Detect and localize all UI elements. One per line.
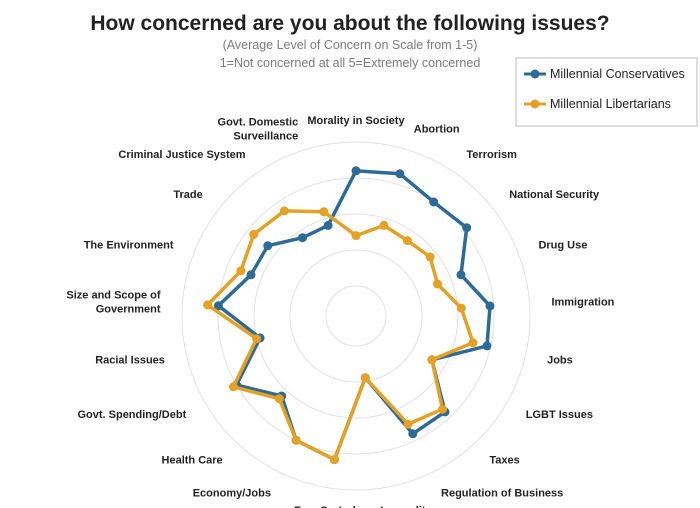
category-label: Economy/Jobs <box>193 488 271 500</box>
data-point <box>252 334 262 344</box>
data-point <box>351 231 361 241</box>
data-point <box>228 382 238 392</box>
category-label: Income Inequality <box>339 505 433 508</box>
data-point <box>482 341 492 351</box>
grid-ring <box>181 141 531 491</box>
grid-ring <box>289 249 423 383</box>
data-point <box>249 229 259 239</box>
data-point <box>263 241 273 251</box>
category-label: Health Care <box>162 455 223 467</box>
data-point <box>351 166 361 176</box>
data-point <box>427 355 437 365</box>
category-label: Trade <box>173 189 202 201</box>
category-label: LGBT Issues <box>526 409 593 421</box>
data-point <box>408 429 418 439</box>
legend-marker-conservatives <box>530 69 540 79</box>
category-label: Regulation of Business <box>441 488 563 500</box>
chart-subtitle-line-2: 1=Not concerned at all 5=Extremely conce… <box>220 56 481 70</box>
data-point <box>298 233 308 243</box>
data-series <box>203 166 495 465</box>
data-point <box>279 206 289 216</box>
category-label: Criminal Justice System <box>118 149 245 161</box>
category-label: Morality in Society <box>307 115 405 127</box>
data-point <box>274 394 284 404</box>
data-point <box>433 279 442 289</box>
data-point <box>438 404 447 414</box>
grid-ring <box>217 177 495 455</box>
legend: Millennial Conservatives Millennial Libe… <box>515 57 698 127</box>
legend-box <box>515 57 698 127</box>
category-label: Taxes <box>489 455 519 467</box>
data-point <box>456 303 466 313</box>
category-label: Racial Issues <box>95 355 165 367</box>
data-point <box>462 223 472 233</box>
category-label: National Security <box>509 189 600 201</box>
data-point <box>329 455 339 465</box>
category-label: Abortion <box>414 124 460 136</box>
legend-marker-libertarians <box>530 99 540 109</box>
data-point <box>291 435 301 445</box>
chart-subtitle-line-1: (Average Level of Concern on Scale from … <box>223 38 478 52</box>
category-label: Free Speech <box>294 505 360 508</box>
series-line <box>205 209 475 462</box>
category-label: The Environment <box>84 239 174 251</box>
category-label: Terrorism <box>466 149 517 161</box>
data-point <box>395 169 405 179</box>
category-label: Size and Scope of Government <box>66 289 160 315</box>
legend-label-libertarians: Millennial Libertarians <box>550 97 671 111</box>
data-point <box>425 252 435 262</box>
data-point <box>236 266 246 276</box>
data-point <box>468 338 478 348</box>
data-point <box>402 236 412 246</box>
category-label: Drug Use <box>538 239 587 251</box>
data-point <box>485 301 495 311</box>
series-libertarians <box>203 206 478 465</box>
data-point <box>203 300 213 310</box>
data-point <box>403 419 413 429</box>
radar-grid <box>181 141 531 491</box>
grid-ring <box>325 285 387 347</box>
chart-title: How concerned are you about the followin… <box>90 12 609 35</box>
legend-label-conservatives: Millennial Conservatives <box>550 67 685 81</box>
category-label: Govt. Domestic Surveillance <box>218 117 299 143</box>
grid-ring <box>253 213 459 419</box>
data-point <box>379 220 389 230</box>
category-labels: Morality in Society Abortion Terrorism Nati… <box>66 115 614 508</box>
series-conservatives <box>213 166 495 465</box>
data-point <box>360 373 370 383</box>
category-label: Govt. Spending/Debt <box>77 409 186 421</box>
category-label: Jobs <box>547 355 573 367</box>
data-point <box>213 301 223 311</box>
data-point <box>429 197 439 207</box>
data-point <box>323 220 333 230</box>
data-point <box>319 207 329 217</box>
data-point <box>456 270 466 280</box>
data-point <box>246 270 256 280</box>
category-label: Immigration <box>551 296 614 308</box>
